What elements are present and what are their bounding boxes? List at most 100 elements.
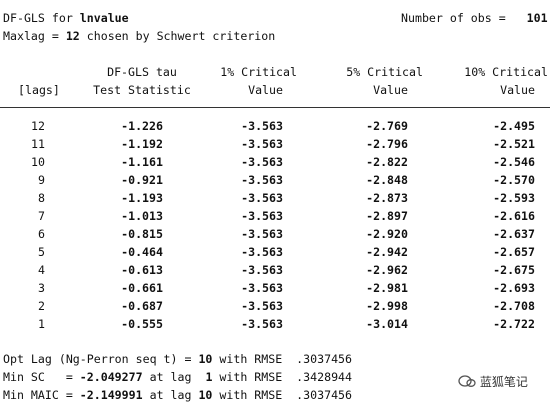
footer-line: Min MAIC = -2.149991 at lag 10 with RMSE… — [3, 388, 352, 402]
value-cell: -1.161 — [121, 155, 163, 169]
column-header: Test Statistic — [93, 83, 191, 97]
footer-text: Min MAIC = — [3, 388, 80, 402]
value-cell: -3.563 — [241, 317, 283, 331]
column-header: 5% Critical — [346, 65, 423, 79]
value-cell: -3.563 — [241, 227, 283, 241]
value-cell: -2.897 — [366, 209, 408, 223]
footer-text: Min SC = — [3, 370, 80, 384]
lag-cell: 4 — [38, 263, 45, 277]
value-cell: -3.563 — [241, 209, 283, 223]
value-cell: -2.962 — [366, 263, 408, 277]
maxlag-value: 12 — [65, 29, 80, 43]
value-cell: -2.848 — [366, 173, 408, 187]
watermark-text: 蓝狐笔记 — [479, 375, 528, 389]
value-cell: -2.822 — [366, 155, 408, 169]
obs-value: 101 — [526, 11, 548, 25]
value-cell: -3.563 — [241, 137, 283, 151]
value-cell: -2.657 — [493, 245, 535, 259]
column-header: [lags] — [18, 83, 60, 97]
obs-label: Number of obs = — [401, 11, 506, 25]
footer-text: with RMSE .3037456 — [212, 352, 353, 366]
value-cell: -2.675 — [493, 263, 535, 277]
value-cell: -2.593 — [493, 191, 535, 205]
value-cell: -0.661 — [121, 281, 163, 295]
value-cell: -3.563 — [241, 245, 283, 259]
footer-text: Opt Lag (Ng-Perron seq t) = — [3, 352, 199, 366]
lag-cell: 7 — [38, 209, 45, 223]
value-cell: -3.563 — [241, 155, 283, 169]
value-cell: -0.921 — [121, 173, 163, 187]
value-cell: -2.942 — [366, 245, 408, 259]
title-prefix: DF-GLS for — [3, 11, 80, 25]
obs: Number of obs = 101 — [401, 11, 548, 25]
watermark: 蓝狐笔记 — [458, 373, 528, 390]
footer-text: with RMSE .3428944 — [212, 370, 353, 384]
watermark-icon — [458, 375, 476, 387]
value-cell: -3.563 — [241, 173, 283, 187]
value-cell: -3.563 — [241, 281, 283, 295]
lag-cell: 8 — [38, 191, 45, 205]
footer-value: 10 — [198, 388, 213, 402]
value-cell: -0.464 — [121, 245, 163, 259]
value-cell: -2.708 — [493, 299, 535, 313]
maxlag-suffix: chosen by Schwert criterion — [79, 29, 276, 43]
value-cell: -0.555 — [121, 317, 163, 331]
lag-cell: 11 — [31, 137, 45, 151]
lag-cell: 9 — [38, 173, 45, 187]
footer-value: 1 — [205, 370, 213, 384]
column-header: Value — [248, 83, 283, 97]
lag-cell: 1 — [38, 317, 45, 331]
variable: lnvalue — [79, 11, 129, 25]
value-cell: -2.796 — [366, 137, 408, 151]
column-header: 1% Critical — [220, 65, 297, 79]
maxlag: Maxlag = 12 chosen by Schwert criterion — [3, 29, 275, 43]
footer-text: at lag — [142, 388, 199, 402]
footer-value: 10 — [198, 352, 213, 366]
value-cell: -2.546 — [493, 155, 535, 169]
value-cell: -3.563 — [241, 263, 283, 277]
lag-cell: 12 — [31, 119, 45, 133]
maxlag-prefix: Maxlag = — [3, 29, 66, 43]
value-cell: -2.570 — [493, 173, 535, 187]
value-cell: -3.563 — [241, 299, 283, 313]
footer-line: Opt Lag (Ng-Perron seq t) = 10 with RMSE… — [3, 352, 352, 366]
footer-value: -2.049277 — [79, 370, 143, 384]
value-cell: -3.563 — [241, 119, 283, 133]
column-header: DF-GLS tau — [107, 65, 177, 79]
lag-cell: 2 — [38, 299, 45, 313]
value-cell: -1.013 — [121, 209, 163, 223]
value-cell: -2.495 — [493, 119, 535, 133]
value-cell: -2.920 — [366, 227, 408, 241]
lag-cell: 10 — [31, 155, 45, 169]
footer-value: -2.149991 — [79, 388, 143, 402]
value-cell: -1.192 — [121, 137, 163, 151]
footer-line: Min SC = -2.049277 at lag 1 with RMSE .3… — [3, 370, 352, 384]
value-cell: -2.637 — [493, 227, 535, 241]
value-cell: -0.815 — [121, 227, 163, 241]
value-cell: -3.014 — [366, 317, 408, 331]
value-cell: -2.616 — [493, 209, 535, 223]
value-cell: -2.722 — [493, 317, 535, 331]
value-cell: -0.687 — [121, 299, 163, 313]
title: DF-GLS for lnvalue — [3, 11, 129, 25]
footer-text: with RMSE .3037456 — [212, 388, 353, 402]
table-rule — [0, 107, 550, 108]
value-cell: -1.226 — [121, 119, 163, 133]
value-cell: -0.613 — [121, 263, 163, 277]
lag-cell: 3 — [38, 281, 45, 295]
column-header: Value — [373, 83, 408, 97]
value-cell: -2.981 — [366, 281, 408, 295]
value-cell: -2.693 — [493, 281, 535, 295]
value-cell: -2.769 — [366, 119, 408, 133]
value-cell: -1.193 — [121, 191, 163, 205]
footer-text: at lag — [142, 370, 206, 384]
column-header: 10% Critical — [464, 65, 548, 79]
column-header: Value — [500, 83, 535, 97]
lag-cell: 6 — [38, 227, 45, 241]
value-cell: -2.521 — [493, 137, 535, 151]
value-cell: -2.998 — [366, 299, 408, 313]
value-cell: -2.873 — [366, 191, 408, 205]
value-cell: -3.563 — [241, 191, 283, 205]
lag-cell: 5 — [38, 245, 45, 259]
